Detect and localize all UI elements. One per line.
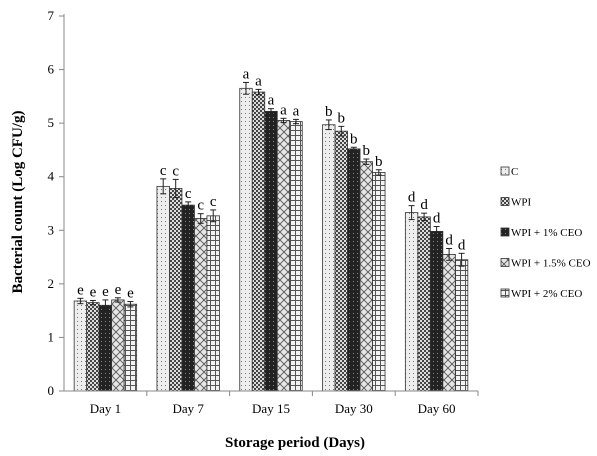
significance-letter: d [458, 237, 466, 253]
bar [359, 161, 373, 392]
significance-letter: b [338, 110, 346, 126]
bar [442, 253, 456, 392]
legend-swatch [500, 227, 510, 237]
legend-swatch [500, 288, 510, 298]
legend-swatch [500, 258, 510, 267]
bar [417, 216, 431, 392]
y-tick-label: 0 [48, 383, 55, 398]
legend-label: WPI + 1% CEO [511, 227, 582, 239]
significance-letter: a [280, 102, 287, 118]
error-bars [77, 81, 465, 312]
bar [111, 299, 125, 392]
significance-letter: d [433, 211, 441, 227]
bar [86, 302, 100, 392]
x-tick-label: Day 7 [172, 401, 204, 416]
legend-swatch [500, 197, 510, 206]
legend-label: C [511, 166, 518, 178]
y-tick-label: 7 [48, 8, 55, 23]
significance-letter: e [102, 284, 109, 300]
y-tick-label: 3 [48, 222, 55, 237]
significance-letter: c [185, 186, 192, 202]
significance-letter: b [325, 104, 333, 120]
significance-letter: c [172, 163, 179, 179]
bar [123, 303, 138, 392]
significance-letter: b [350, 131, 358, 147]
y-axis-ticks: 0 1 2 3 4 5 6 7 [48, 8, 64, 398]
y-tick-label: 4 [48, 169, 55, 184]
significance-letter: c [160, 163, 167, 179]
significance-letter: c [197, 198, 204, 214]
significance-letter: e [90, 284, 97, 300]
significance-letter: e [115, 282, 122, 298]
bar [181, 204, 195, 392]
x-tick-label: Day 30 [335, 401, 373, 416]
significance-letter: e [77, 282, 84, 298]
significance-letter: d [445, 233, 453, 249]
legend-label: WPI + 1.5% CEO [511, 258, 591, 270]
legend-label: WPI [511, 197, 532, 209]
significance-letter: b [363, 143, 371, 159]
legend-label: WPI + 2% CEO [511, 288, 582, 300]
significance-letter: e [127, 286, 134, 302]
bar [73, 300, 88, 392]
y-axis-title: Bacterial count (Log CFU/g) [10, 111, 26, 294]
bar [429, 230, 444, 392]
bar [322, 124, 336, 392]
y-tick-label: 6 [48, 62, 55, 77]
significance-letter: a [293, 103, 300, 119]
bar [239, 87, 253, 392]
bar [454, 259, 469, 392]
bar [347, 148, 361, 392]
bars [73, 87, 469, 392]
significance-letter: b [375, 154, 383, 170]
bar [194, 218, 208, 392]
bar [98, 304, 113, 392]
bar [264, 110, 278, 392]
significance-letter: a [243, 66, 250, 82]
x-tick-label: Day 60 [418, 401, 456, 416]
bar [251, 91, 266, 392]
significance-letter: d [408, 190, 416, 206]
bar [276, 120, 291, 392]
significance-letter: c [210, 194, 217, 210]
legend: C WPI WPI + 1% CEO WPI + 1.5% CEO WPI + 2% C… [500, 166, 591, 300]
x-tick-label: Day 1 [90, 401, 121, 416]
x-axis-title: Storage period (Days) [225, 435, 365, 451]
bar [206, 215, 220, 392]
bar [334, 130, 348, 392]
significance-letter: a [268, 93, 275, 109]
significance-letter: a [255, 73, 262, 89]
bar [404, 212, 419, 392]
significance-letter: d [420, 197, 428, 213]
bar [372, 172, 386, 392]
bar [289, 121, 303, 392]
y-tick-label: 2 [48, 276, 55, 291]
y-tick-label: 1 [48, 329, 55, 344]
y-tick-label: 5 [48, 115, 55, 130]
legend-swatch [500, 166, 510, 176]
bar [156, 185, 170, 392]
bar [169, 188, 183, 392]
x-tick-label: Day 15 [252, 401, 290, 416]
x-axis-ticks: Day 1 Day 7 Day 15 Day 30 Day 60 [90, 391, 479, 416]
